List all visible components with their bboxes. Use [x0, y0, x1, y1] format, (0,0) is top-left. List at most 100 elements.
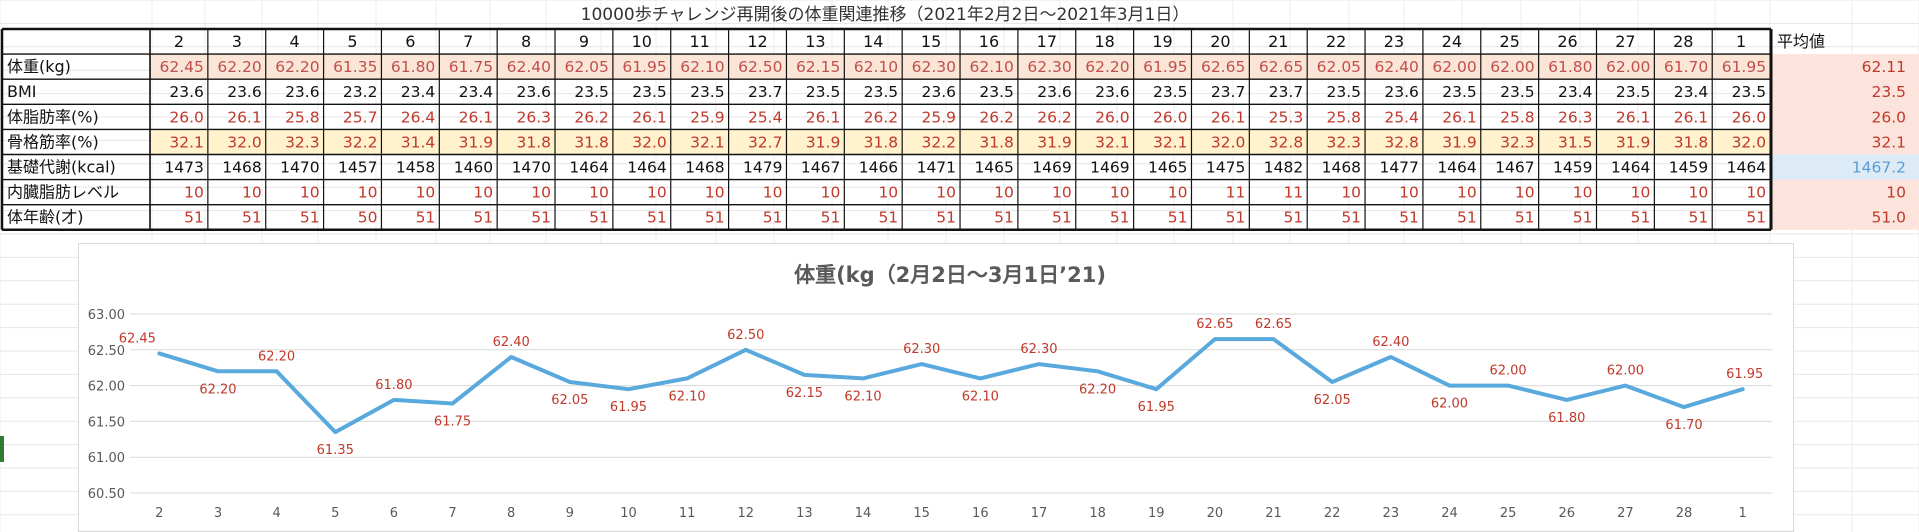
table-cell[interactable]: 62.65 [1259, 58, 1303, 76]
table-cell[interactable]: 51 [1515, 209, 1535, 227]
table-cell[interactable]: 10 [1457, 184, 1477, 202]
table-cell[interactable]: 1469 [1090, 159, 1129, 177]
table-cell[interactable]: 1471 [917, 159, 956, 177]
table-cell[interactable]: 51 [473, 209, 493, 227]
table-cell[interactable]: 26.0 [1732, 108, 1767, 126]
table-cell[interactable]: 10 [1168, 184, 1188, 202]
table-cell[interactable]: 1473 [164, 159, 203, 177]
average-cell[interactable]: 26.0 [1871, 108, 1906, 126]
table-cell[interactable]: 62.05 [1317, 58, 1361, 76]
table-cell[interactable]: 10 [647, 184, 667, 202]
table-cell[interactable]: 32.2 [343, 133, 378, 151]
table-cell[interactable]: 51 [1052, 209, 1072, 227]
table-cell[interactable]: 26.0 [169, 108, 204, 126]
table-cell[interactable]: 1467 [1495, 159, 1534, 177]
table-cell[interactable]: 23.6 [1384, 83, 1419, 101]
table-cell[interactable]: 11 [1283, 184, 1303, 202]
table-cell[interactable]: 62.15 [796, 58, 840, 76]
table-cell[interactable]: 62.00 [1432, 58, 1476, 76]
table-cell[interactable]: 62.20 [217, 58, 261, 76]
table-cell[interactable]: 10 [358, 184, 378, 202]
table-cell[interactable]: 25.9 [922, 108, 957, 126]
table-cell[interactable]: 51 [300, 209, 320, 227]
table-cell[interactable]: 51 [1226, 209, 1246, 227]
table-cell[interactable]: 51 [1283, 209, 1303, 227]
day-header[interactable]: 2 [174, 32, 184, 51]
table-cell[interactable]: 62.20 [275, 58, 319, 76]
series-line[interactable] [157, 337, 1745, 435]
day-header[interactable]: 15 [921, 32, 941, 51]
table-cell[interactable]: 32.3 [1327, 133, 1362, 151]
table-cell[interactable]: 51 [531, 209, 551, 227]
table-cell[interactable]: 1468 [685, 159, 724, 177]
table-cell[interactable]: 10 [1110, 184, 1130, 202]
day-header[interactable]: 11 [689, 32, 709, 51]
table-cell[interactable]: 31.4 [401, 133, 436, 151]
table-cell[interactable]: 10 [1688, 184, 1708, 202]
table-cell[interactable]: 31.5 [1558, 133, 1593, 151]
table-cell[interactable]: 31.9 [459, 133, 494, 151]
table-cell[interactable]: 51 [1341, 209, 1361, 227]
table-cell[interactable]: 31.9 [1616, 133, 1651, 151]
table-cell[interactable]: 51 [1457, 209, 1477, 227]
table-cell[interactable]: 23.6 [285, 83, 320, 101]
table-cell[interactable]: 1457 [338, 159, 377, 177]
table-cell[interactable]: 23.5 [690, 83, 725, 101]
table-cell[interactable]: 62.05 [565, 58, 609, 76]
table-cell[interactable]: 23.5 [1442, 83, 1477, 101]
table-cell[interactable]: 23.4 [1558, 83, 1593, 101]
table-cell[interactable]: 51 [1631, 209, 1651, 227]
table-cell[interactable]: 51 [1168, 209, 1188, 227]
table-cell[interactable]: 26.2 [979, 108, 1014, 126]
table-cell[interactable]: 10 [242, 184, 262, 202]
day-header[interactable]: 5 [347, 32, 357, 51]
day-header[interactable]: 9 [579, 32, 589, 51]
table-cell[interactable]: 1482 [1264, 159, 1303, 177]
table-cell[interactable]: 51 [821, 209, 841, 227]
table-cell[interactable]: 25.8 [1500, 108, 1535, 126]
table-cell[interactable]: 32.0 [1732, 133, 1767, 151]
average-cell[interactable]: 51.0 [1871, 209, 1906, 227]
table-cell[interactable]: 23.6 [1037, 83, 1072, 101]
table-cell[interactable]: 32.0 [632, 133, 667, 151]
table-cell[interactable]: 10 [821, 184, 841, 202]
table-cell[interactable]: 10 [763, 184, 783, 202]
table-cell[interactable]: 1477 [1379, 159, 1418, 177]
table-cell[interactable]: 1460 [454, 159, 493, 177]
table-cell[interactable]: 1466 [859, 159, 898, 177]
table-cell[interactable]: 31.9 [1442, 133, 1477, 151]
table-cell[interactable]: 61.75 [449, 58, 493, 76]
table-cell[interactable]: 26.1 [632, 108, 667, 126]
table-cell[interactable]: 61.80 [391, 58, 435, 76]
table-cell[interactable]: 1464 [1437, 159, 1476, 177]
table-cell[interactable]: 32.8 [1269, 133, 1304, 151]
table-cell[interactable]: 25.8 [285, 108, 320, 126]
table-cell[interactable]: 32.0 [227, 133, 262, 151]
table-cell[interactable]: 31.9 [806, 133, 841, 151]
table-cell[interactable]: 51 [242, 209, 262, 227]
row-label[interactable]: 内臓脂肪レベル [7, 183, 119, 202]
table-cell[interactable]: 62.30 [912, 58, 956, 76]
table-cell[interactable]: 51 [184, 209, 204, 227]
day-header[interactable]: 17 [1037, 32, 1057, 51]
table-cell[interactable]: 10 [936, 184, 956, 202]
table-cell[interactable]: 26.1 [1616, 108, 1651, 126]
table-cell[interactable]: 62.45 [159, 58, 203, 76]
table-cell[interactable]: 26.1 [1442, 108, 1477, 126]
table-cell[interactable]: 31.8 [517, 133, 552, 151]
table-cell[interactable]: 1465 [1148, 159, 1187, 177]
day-header[interactable]: 27 [1615, 32, 1635, 51]
row-label[interactable]: BMI [7, 82, 37, 101]
day-header[interactable]: 6 [405, 32, 415, 51]
table-cell[interactable]: 31.8 [864, 133, 899, 151]
table-cell[interactable]: 1468 [222, 159, 261, 177]
table-cell[interactable]: 51 [1573, 209, 1593, 227]
day-header[interactable]: 23 [1384, 32, 1404, 51]
day-header[interactable]: 14 [863, 32, 883, 51]
table-cell[interactable]: 1459 [1553, 159, 1592, 177]
table-cell[interactable]: 23.5 [1732, 83, 1767, 101]
table-cell[interactable]: 26.0 [1153, 108, 1188, 126]
table-cell[interactable]: 23.5 [1616, 83, 1651, 101]
row-label[interactable]: 基礎代謝(kcal) [7, 158, 116, 177]
table-cell[interactable]: 26.1 [1674, 108, 1709, 126]
